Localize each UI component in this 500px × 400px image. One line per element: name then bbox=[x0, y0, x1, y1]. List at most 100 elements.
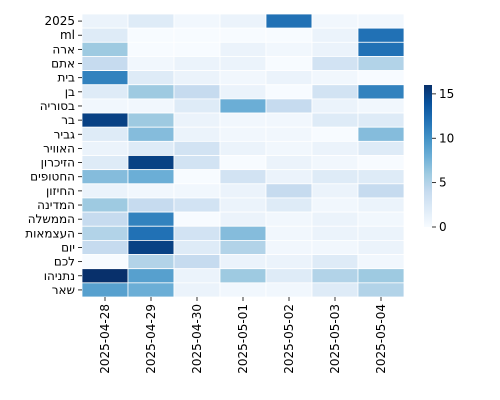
y-tick-label: המדינה bbox=[37, 198, 75, 212]
heatmap-cell bbox=[357, 84, 405, 100]
heatmap-cell bbox=[127, 211, 175, 227]
y-tick-label: החטופים bbox=[30, 170, 75, 184]
colorbar-tick-label: 5 bbox=[439, 176, 447, 190]
heatmap-cell bbox=[219, 13, 267, 29]
heatmap-cell bbox=[81, 169, 129, 185]
heatmap-cell bbox=[127, 197, 175, 213]
heatmap-cell bbox=[127, 140, 175, 156]
heatmap-cell bbox=[81, 56, 129, 72]
y-tick-label: שאר bbox=[52, 283, 75, 297]
y-tick-label: הממשלה bbox=[28, 212, 75, 226]
heatmap-cells bbox=[81, 13, 405, 298]
y-tick-label: ארה bbox=[52, 42, 75, 56]
heatmap-cell bbox=[357, 140, 405, 156]
heatmap-cell bbox=[127, 268, 175, 284]
heatmap-cell bbox=[219, 112, 267, 128]
heatmap-cell bbox=[265, 140, 313, 156]
heatmap-cell bbox=[311, 225, 359, 241]
heatmap-cell bbox=[173, 197, 221, 213]
heatmap-cell bbox=[311, 140, 359, 156]
y-tick-label: 2025 bbox=[44, 14, 75, 28]
heatmap-cell bbox=[81, 41, 129, 57]
heatmap-cell bbox=[219, 197, 267, 213]
heatmap-cell bbox=[81, 112, 129, 128]
heatmap-cell bbox=[357, 56, 405, 72]
heatmap-cell bbox=[81, 183, 129, 199]
heatmap-cell bbox=[81, 155, 129, 171]
heatmap-cell bbox=[357, 112, 405, 128]
heatmap-cell bbox=[311, 70, 359, 86]
heatmap-cell bbox=[311, 183, 359, 199]
heatmap-cell bbox=[173, 13, 221, 29]
heatmap-cell bbox=[357, 27, 405, 43]
heatmap-cell bbox=[173, 169, 221, 185]
heatmap-cell bbox=[357, 126, 405, 142]
heatmap-cell bbox=[357, 70, 405, 86]
heatmap-cell bbox=[173, 211, 221, 227]
heatmap-cell bbox=[219, 98, 267, 114]
y-tick-label: ml bbox=[60, 28, 75, 42]
heatmap-cell bbox=[357, 282, 405, 298]
heatmap-cell bbox=[265, 27, 313, 43]
x-tick-label: 2025-05-03 bbox=[328, 304, 342, 374]
heatmap-cell bbox=[265, 84, 313, 100]
heatmap-cell bbox=[357, 197, 405, 213]
heatmap-cell bbox=[173, 27, 221, 43]
heatmap-cell bbox=[173, 56, 221, 72]
heatmap-cell bbox=[265, 112, 313, 128]
heatmap-cell bbox=[127, 225, 175, 241]
heatmap-cell bbox=[81, 140, 129, 156]
heatmap-cell bbox=[357, 268, 405, 284]
heatmap-cell bbox=[81, 27, 129, 43]
heatmap-cell bbox=[173, 112, 221, 128]
heatmap-cell bbox=[81, 254, 129, 270]
colorbar: 0 5 10 15 bbox=[424, 85, 454, 234]
heatmap-cell bbox=[265, 126, 313, 142]
heatmap-cell bbox=[173, 268, 221, 284]
heatmap-cell bbox=[311, 282, 359, 298]
heatmap-cell bbox=[311, 112, 359, 128]
heatmap-cell bbox=[173, 70, 221, 86]
x-tick-labels: 2025-04-28 2025-04-29 2025-04-30 2025-05-01… bbox=[98, 297, 388, 374]
heatmap-cell bbox=[265, 197, 313, 213]
heatmap-cell bbox=[219, 56, 267, 72]
heatmap-cell bbox=[219, 282, 267, 298]
heatmap-cell bbox=[173, 41, 221, 57]
heatmap-cell bbox=[219, 84, 267, 100]
colorbar-tick-label: 0 bbox=[439, 220, 447, 234]
heatmap-cell bbox=[127, 112, 175, 128]
heatmap-cell bbox=[265, 211, 313, 227]
heatmap-cell bbox=[219, 70, 267, 86]
colorbar-tick-label: 10 bbox=[439, 131, 454, 145]
heatmap-cell bbox=[311, 27, 359, 43]
heatmap-cell bbox=[173, 98, 221, 114]
y-tick-label: יום bbox=[61, 240, 75, 254]
heatmap-cell bbox=[265, 268, 313, 284]
heatmap-cell bbox=[265, 98, 313, 114]
heatmap-cell bbox=[173, 225, 221, 241]
heatmap-cell bbox=[357, 41, 405, 57]
heatmap-cell bbox=[81, 211, 129, 227]
heatmap-cell bbox=[127, 155, 175, 171]
heatmap-cell bbox=[265, 183, 313, 199]
heatmap-cell bbox=[219, 254, 267, 270]
heatmap-cell bbox=[127, 13, 175, 29]
heatmap-cell bbox=[265, 155, 313, 171]
heatmap-cell bbox=[219, 225, 267, 241]
heatmap-cell bbox=[173, 140, 221, 156]
heatmap-cell bbox=[265, 282, 313, 298]
heatmap-cell bbox=[311, 155, 359, 171]
heatmap-cell bbox=[127, 183, 175, 199]
heatmap-cell bbox=[219, 239, 267, 255]
heatmap-cell bbox=[311, 197, 359, 213]
heatmap-cell bbox=[357, 211, 405, 227]
heatmap-cell bbox=[173, 282, 221, 298]
heatmap-cell bbox=[265, 13, 313, 29]
heatmap-cell bbox=[127, 70, 175, 86]
heatmap-cell bbox=[311, 126, 359, 142]
heatmap-cell bbox=[127, 41, 175, 57]
heatmap-cell bbox=[311, 268, 359, 284]
heatmap-cell bbox=[357, 155, 405, 171]
heatmap-cell bbox=[311, 211, 359, 227]
y-tick-label: לכם bbox=[54, 255, 75, 269]
